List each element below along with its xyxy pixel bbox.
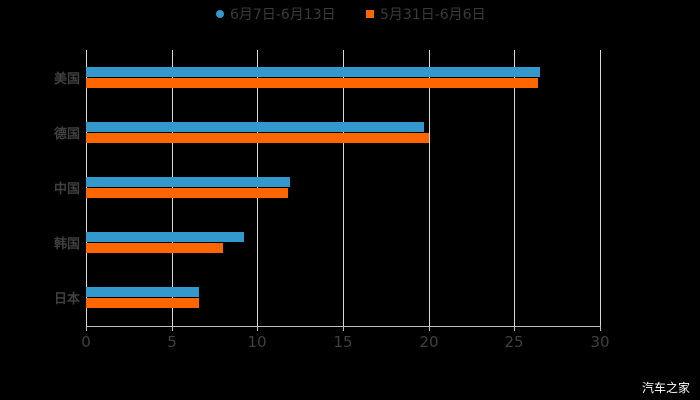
x-tick-label: 25 bbox=[504, 333, 524, 351]
bar-series-1[interactable] bbox=[86, 287, 200, 297]
category-label: 美国 bbox=[53, 72, 80, 87]
x-tick-label: 30 bbox=[590, 333, 610, 351]
category-label: 德国 bbox=[53, 127, 80, 142]
bar-series-1[interactable] bbox=[86, 67, 541, 77]
axis-tick bbox=[514, 326, 515, 331]
gridline bbox=[600, 50, 601, 326]
bar-series-2[interactable] bbox=[86, 298, 200, 308]
gridline bbox=[429, 50, 430, 326]
gridline bbox=[343, 50, 344, 326]
axis-tick bbox=[257, 326, 258, 331]
axis-tick bbox=[429, 326, 430, 331]
legend-item-series-1[interactable]: 6月7日-6月13日 bbox=[216, 4, 336, 24]
category-label: 日本 bbox=[53, 292, 80, 307]
x-tick-label: 20 bbox=[419, 333, 439, 351]
category-label: 韩国 bbox=[53, 237, 80, 252]
category-label: 中国 bbox=[53, 182, 80, 197]
axis-tick bbox=[343, 326, 344, 331]
bar-series-1[interactable] bbox=[86, 177, 290, 187]
legend-label: 6月7日-6月13日 bbox=[230, 7, 336, 23]
axis-tick bbox=[86, 326, 87, 331]
x-axis-line bbox=[86, 326, 601, 327]
circle-marker-icon bbox=[216, 10, 224, 18]
bar-series-1[interactable] bbox=[86, 122, 424, 132]
bar-series-2[interactable] bbox=[86, 78, 539, 88]
x-tick-label: 5 bbox=[167, 333, 177, 351]
watermark: 汽车之家 bbox=[641, 381, 690, 395]
gridline bbox=[514, 50, 515, 326]
bar-series-2[interactable] bbox=[86, 188, 289, 198]
legend-label: 5月31日-6月6日 bbox=[380, 7, 486, 23]
x-tick-label: 15 bbox=[333, 333, 353, 351]
x-tick-label: 10 bbox=[247, 333, 267, 351]
x-tick-label: 0 bbox=[81, 333, 91, 351]
axis-tick bbox=[600, 326, 601, 331]
square-marker-icon bbox=[366, 10, 374, 18]
legend-item-series-2[interactable]: 5月31日-6月6日 bbox=[366, 4, 486, 24]
bar-series-1[interactable] bbox=[86, 232, 244, 242]
bar-series-2[interactable] bbox=[86, 243, 224, 253]
chart-legend: 6月7日-6月13日 5月31日-6月6日 bbox=[0, 4, 700, 24]
plot-area bbox=[86, 50, 601, 331]
bar-series-2[interactable] bbox=[86, 133, 429, 143]
axis-tick bbox=[172, 326, 173, 331]
